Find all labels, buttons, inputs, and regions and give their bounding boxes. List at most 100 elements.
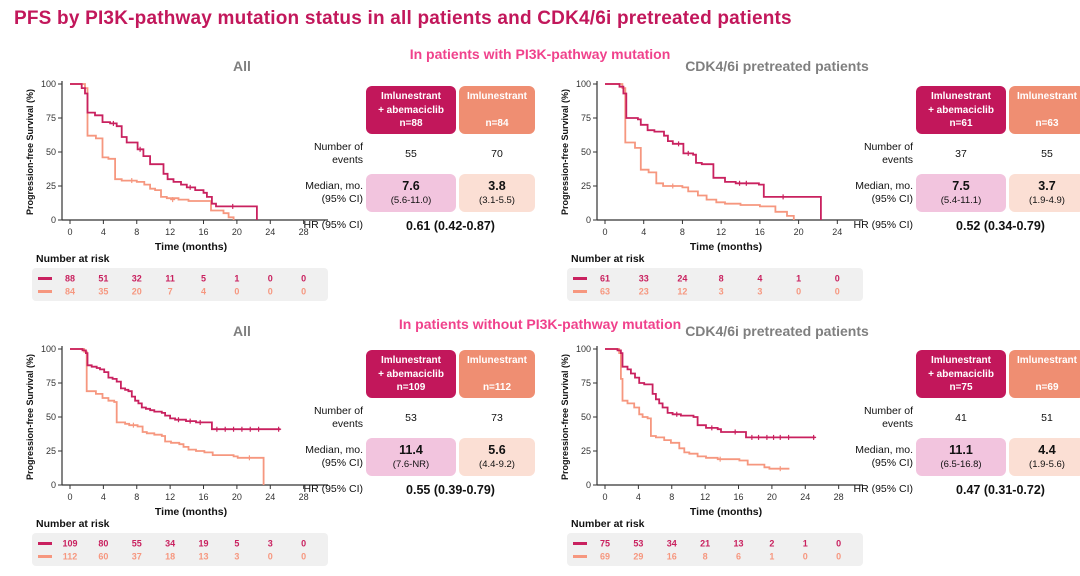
number-at-risk-label: Number at risk [571,518,645,530]
risk-count: 3 [719,287,724,297]
hr-label: HR (95% CI) [853,483,913,496]
arm1-name-line2: + abemaciclib [378,104,444,116]
y-tick-label: 100 [41,344,56,354]
arm2-header-cell: Imlunestrant n=63 [1009,86,1080,134]
risk-count: 13 [199,552,209,562]
y-tick-label: 0 [586,215,591,225]
median-arm1-value: 11.4 [399,443,423,458]
y-tick-label: 25 [46,181,56,191]
km-plot: 0 25 50 75 100 0 4 8 12 16 20 24 28 Time (months) Prog… [25,79,328,253]
hr-label: HR (95% CI) [303,483,363,496]
y-tick-label: 75 [46,113,56,123]
median-arm1-cell: 7.6 (5.6-11.0) [366,174,456,212]
median-label: Median, mo. (95% CI) [305,443,363,470]
median-arm1-ci: (6.5-16.8) [940,459,982,471]
risk-count: 34 [667,539,677,549]
risk-table: 109 80 55 34 19 5 3 0 112 60 37 18 13 3 0 0 [32,533,328,566]
risk-table-bg [567,533,863,566]
y-tick-label: 50 [46,412,56,422]
risk-count: 4 [757,274,762,284]
x-tick-label: 4 [101,227,106,237]
stats-table-with-mutation-all: Imlunestrant + abemaciclib n=88 Imlunestran… [283,86,535,233]
arm1-header-cell: Imlunestrant + abemaciclib n=75 [916,350,1006,398]
risk-count: 0 [268,287,273,297]
subtitle-with-mutation: In patients with PI3K-pathway mutation [409,46,671,62]
y-tick-label: 50 [46,147,56,157]
risk-count: 4 [201,287,206,297]
risk-count: 21 [700,539,710,549]
risk-count: 53 [633,539,643,549]
arm1-name: Imlunestrant [380,91,441,102]
panel-title: CDK4/6i pretreated patients [685,58,869,74]
events-arm2: 55 [1041,148,1053,161]
y-axis-label: Progression-free Survival (%) [560,354,570,480]
y-tick-label: 75 [581,378,591,388]
y-tick-label: 100 [576,344,591,354]
risk-count: 32 [132,274,142,284]
risk-count: 63 [600,287,610,297]
median-arm2-cell: 3.8 (3.1-5.5) [459,174,535,212]
risk-count: 1 [769,552,774,562]
risk-count: 8 [703,552,708,562]
risk-count: 16 [667,552,677,562]
x-tick-label: 28 [299,227,309,237]
y-tick-label: 25 [581,181,591,191]
risk-count: 69 [600,552,610,562]
risk-count: 18 [165,552,175,562]
stats-grid: Imlunestrant + abemaciclib n=61 Imlunestran… [833,86,1080,233]
x-tick-label: 4 [636,492,641,502]
x-tick-label: 0 [602,227,607,237]
x-tick-label: 4 [101,492,106,502]
risk-table-bg [32,268,328,301]
x-tick-label: 24 [800,492,810,502]
x-tick-label: 8 [669,492,674,502]
arm1-name: Imlunestrant [930,91,991,102]
x-tick-label: 16 [734,492,744,502]
x-tick-label: 24 [265,227,275,237]
panel-title: All [233,58,251,74]
x-axis-label: Time (months) [690,506,762,518]
x-tick-label: 28 [299,492,309,502]
risk-count: 24 [677,274,687,284]
x-tick-label: 8 [680,227,685,237]
km-curve-imlunestrant-abemaciclib [605,348,816,439]
arm1-header-cell: Imlunestrant + abemaciclib n=88 [366,86,456,134]
events-label: Number of events [313,141,363,167]
risk-count: 3 [234,552,239,562]
stats-table-without-mutation-cdk46i: Imlunestrant + abemaciclib n=75 Imlunestran… [833,350,1080,497]
hr-value: 0.61 (0.42-0.87) [406,218,495,233]
x-tick-label: 20 [767,492,777,502]
median-arm2-value: 3.8 [488,179,506,194]
y-tick-label: 0 [51,215,56,225]
risk-count: 80 [98,539,108,549]
events-arm1: 55 [405,148,417,161]
x-tick-label: 8 [134,227,139,237]
number-at-risk-label: Number at risk [571,253,645,265]
risk-table: 75 53 34 21 13 2 1 069 29 16 8 6 1 0 0 [567,533,863,566]
median-arm2-ci: (3.1-5.5) [479,195,515,207]
arm1-header-cell: Imlunestrant + abemaciclib n=109 [366,350,456,398]
risk-count: 109 [62,539,77,549]
y-tick-label: 0 [51,480,56,490]
risk-count: 29 [633,552,643,562]
risk-count: 0 [268,552,273,562]
median-label: Median, mo. (95% CI) [305,179,363,206]
hr-label: HR (95% CI) [303,219,363,232]
y-axis-label: Progression-free Survival (%) [25,354,35,480]
y-tick-label: 25 [46,446,56,456]
x-tick-label: 16 [755,227,765,237]
km-curve-imlunestrant [70,83,235,220]
stats-table-without-mutation-all: Imlunestrant + abemaciclib n=109 Imlunestra… [283,350,535,497]
risk-count: 6 [736,552,741,562]
arm2-header-cell: Imlunestrant n=112 [459,350,535,398]
panel-title: CDK4/6i pretreated patients [685,323,869,339]
y-tick-label: 75 [581,113,591,123]
arm1-n: n=109 [396,382,426,393]
risk-count: 12 [677,287,687,297]
arm1-name-line2: + abemaciclib [378,368,444,380]
risk-count: 0 [268,274,273,284]
risk-count: 34 [165,539,175,549]
y-tick-label: 50 [581,412,591,422]
x-tick-label: 28 [834,492,844,502]
